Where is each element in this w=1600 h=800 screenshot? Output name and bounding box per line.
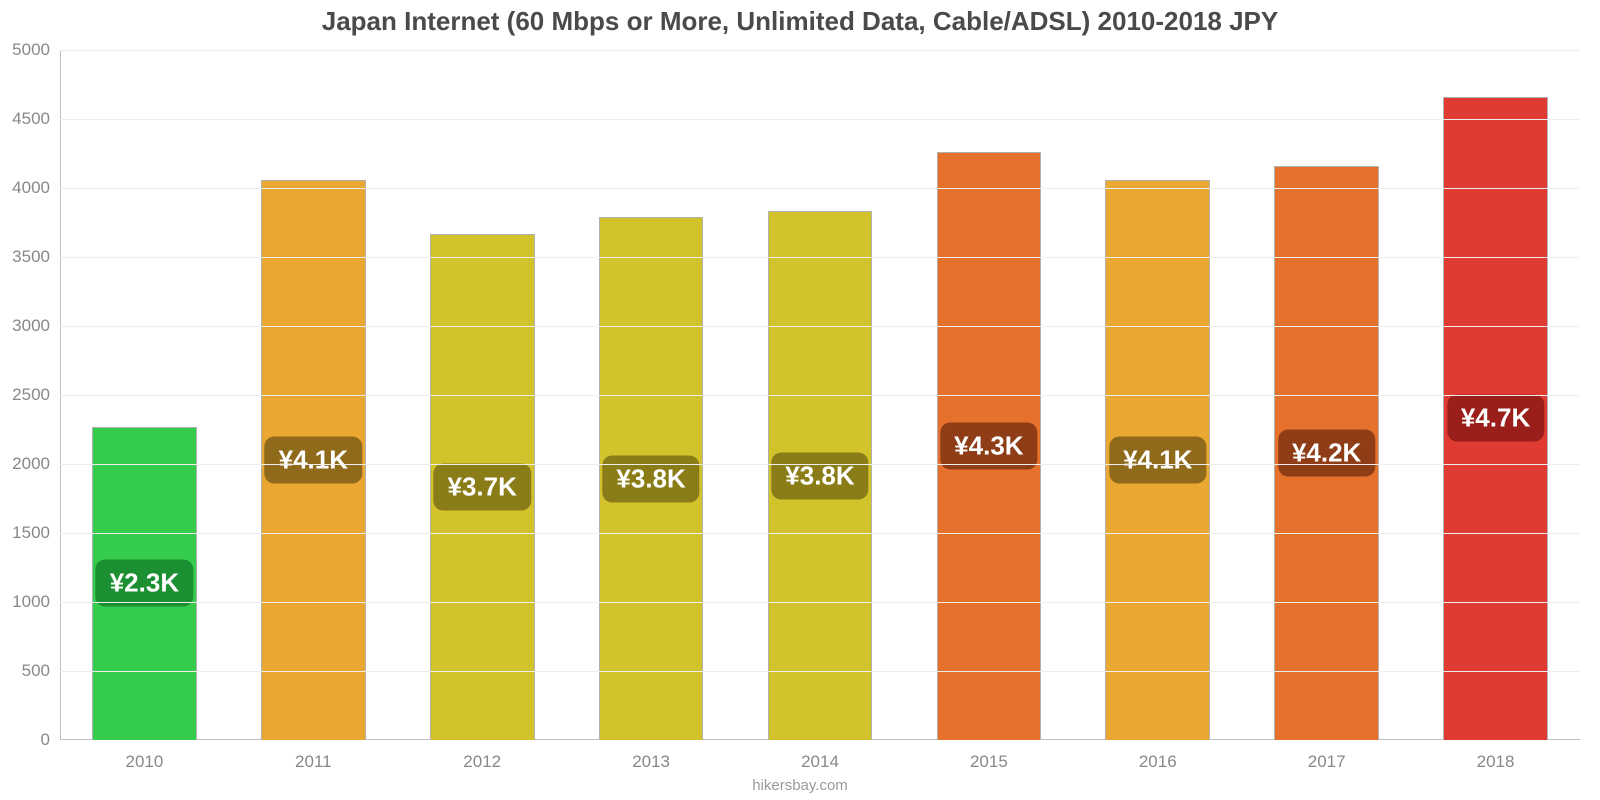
grid-line: [60, 533, 1580, 534]
bar: ¥4.1K: [1105, 180, 1210, 740]
y-tick-label: 4000: [12, 178, 60, 198]
bar: ¥3.8K: [599, 217, 704, 740]
y-tick-label: 500: [22, 661, 60, 681]
plot-area: ¥2.3K ¥4.1K ¥3.7K ¥3.8K ¥3.8K ¥4.3K ¥4.1K ¥4.2K…: [60, 50, 1580, 740]
x-tick-label: 2010: [126, 740, 164, 772]
bar-value-label: ¥4.7K: [1447, 395, 1544, 442]
chart-container: Japan Internet (60 Mbps or More, Unlimit…: [0, 0, 1600, 800]
x-tick-label: 2017: [1308, 740, 1346, 772]
grid-line: [60, 395, 1580, 396]
y-tick-label: 4500: [12, 109, 60, 129]
bar-value-label: ¥4.3K: [940, 423, 1037, 470]
bar: ¥4.3K: [937, 152, 1042, 740]
bar: ¥4.7K: [1443, 97, 1548, 740]
bar-value-label: ¥3.8K: [771, 452, 868, 499]
bar-value-label: ¥2.3K: [96, 560, 193, 607]
x-tick-label: 2016: [1139, 740, 1177, 772]
y-tick-label: 1500: [12, 523, 60, 543]
x-tick-label: 2013: [632, 740, 670, 772]
chart-title: Japan Internet (60 Mbps or More, Unlimit…: [0, 0, 1600, 37]
x-tick-label: 2011: [295, 740, 332, 772]
y-tick-label: 0: [41, 730, 60, 750]
x-tick-label: 2015: [970, 740, 1008, 772]
bar-value-label: ¥3.7K: [434, 463, 531, 510]
grid-line: [60, 119, 1580, 120]
bar: ¥3.8K: [768, 211, 873, 740]
grid-line: [60, 188, 1580, 189]
grid-line: [60, 326, 1580, 327]
y-tick-label: 5000: [12, 40, 60, 60]
grid-line: [60, 671, 1580, 672]
bar: ¥2.3K: [92, 427, 197, 740]
x-tick-label: 2018: [1477, 740, 1515, 772]
grid-line: [60, 257, 1580, 258]
bar-value-label: ¥4.1K: [265, 436, 362, 483]
y-tick-label: 3500: [12, 247, 60, 267]
grid-line: [60, 464, 1580, 465]
grid-line: [60, 50, 1580, 51]
bar-value-label: ¥4.2K: [1278, 429, 1375, 476]
y-tick-label: 2000: [12, 454, 60, 474]
bar-value-label: ¥4.1K: [1109, 436, 1206, 483]
x-tick-label: 2012: [463, 740, 501, 772]
bar: ¥4.2K: [1274, 166, 1379, 740]
x-tick-label: 2014: [801, 740, 839, 772]
chart-footer: hikersbay.com: [0, 777, 1600, 794]
y-tick-label: 2500: [12, 385, 60, 405]
grid-line: [60, 602, 1580, 603]
y-tick-label: 1000: [12, 592, 60, 612]
y-tick-label: 3000: [12, 316, 60, 336]
bar-value-label: ¥3.8K: [602, 455, 699, 502]
bar: ¥4.1K: [261, 180, 366, 740]
bar: ¥3.7K: [430, 234, 535, 740]
